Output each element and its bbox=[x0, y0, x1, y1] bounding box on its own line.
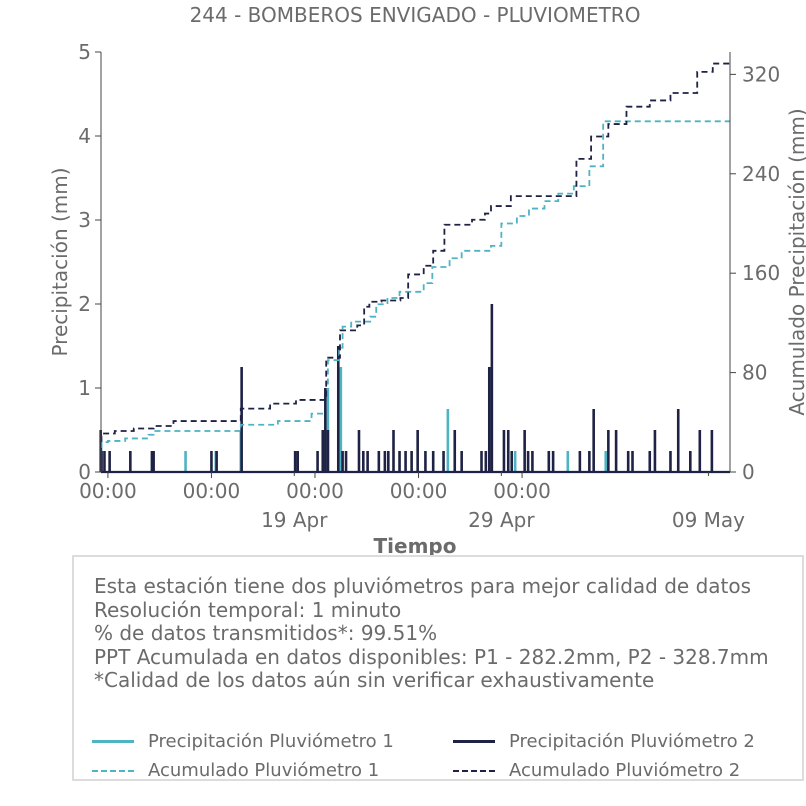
legend-item-p1: Precipitación Pluviómetro 1 bbox=[92, 731, 394, 752]
legend-swatch bbox=[453, 740, 495, 743]
legend-label: Acumulado Pluviómetro 2 bbox=[509, 760, 741, 781]
x-tick-label: 00:00 bbox=[390, 479, 448, 503]
y-tick-label: 5 bbox=[78, 40, 91, 64]
legend-item-p2: Precipitación Pluviómetro 2 bbox=[453, 731, 755, 752]
info-box: Esta estación tiene dos pluviómetros par… bbox=[72, 555, 804, 781]
legend-label: Precipitación Pluviómetro 1 bbox=[148, 731, 394, 752]
y-tick-label: 2 bbox=[78, 292, 91, 316]
info-line: Resolución temporal: 1 minuto bbox=[94, 597, 402, 622]
y-tick-label: 0 bbox=[78, 460, 91, 484]
x-tick-label: 00:00 bbox=[493, 479, 551, 503]
y-tick-label: 1 bbox=[78, 376, 91, 400]
y2-tick-label: 240 bbox=[742, 162, 780, 186]
legend-label: Precipitación Pluviómetro 2 bbox=[509, 731, 755, 752]
x-date-label: 09 May bbox=[672, 508, 745, 532]
info-line: Esta estación tiene dos pluviómetros par… bbox=[94, 574, 752, 598]
legend-label: Acumulado Pluviómetro 1 bbox=[148, 760, 380, 781]
x-tick-label: 00:00 bbox=[183, 479, 241, 503]
x-axis-label: Tiempo bbox=[374, 534, 457, 558]
cumulative-line-p1 bbox=[100, 120, 730, 449]
y2-tick-label: 320 bbox=[742, 62, 780, 86]
y-tick-label: 4 bbox=[78, 124, 91, 148]
cumulative-line-p2 bbox=[100, 62, 730, 442]
legend-swatch bbox=[453, 769, 495, 772]
legend-item-acc2: Acumulado Pluviómetro 2 bbox=[453, 760, 740, 781]
y2-tick-label: 160 bbox=[742, 261, 780, 285]
legend-item-acc1: Acumulado Pluviómetro 1 bbox=[92, 760, 379, 781]
info-line: *Calidad de los datos aún sin verificar … bbox=[94, 668, 655, 692]
x-date-label: 19 Apr bbox=[261, 508, 328, 532]
info-text: Esta estación tiene dos pluviómetros par… bbox=[94, 574, 769, 693]
info-line: % de datos transmitidos*: 99.51% bbox=[94, 621, 438, 645]
legend-swatch bbox=[92, 740, 134, 743]
y-tick-label: 3 bbox=[78, 208, 91, 232]
y2-tick-label: 0 bbox=[742, 460, 755, 484]
legend-swatch bbox=[92, 769, 134, 772]
x-date-label: 29 Apr bbox=[468, 508, 535, 532]
y-axis-label: Precipitación (mm) bbox=[48, 167, 72, 356]
y2-axis-label: Acumulado Precipitación (mm) bbox=[785, 108, 806, 415]
info-line: PPT Acumulada en datos disponibles: P1 -… bbox=[94, 644, 769, 669]
x-tick-label: 00:00 bbox=[286, 479, 344, 503]
chart-title: 244 - BOMBEROS ENVIGADO - PLUVIOMETRO bbox=[190, 3, 641, 27]
y2-tick-label: 80 bbox=[742, 361, 767, 385]
x-tick-label: 00:00 bbox=[79, 479, 137, 503]
plot-area: 0 1 2 3 4 5 0 80 160 240 320 00:00 00:00 00:00 00:00 00… bbox=[78, 40, 780, 532]
